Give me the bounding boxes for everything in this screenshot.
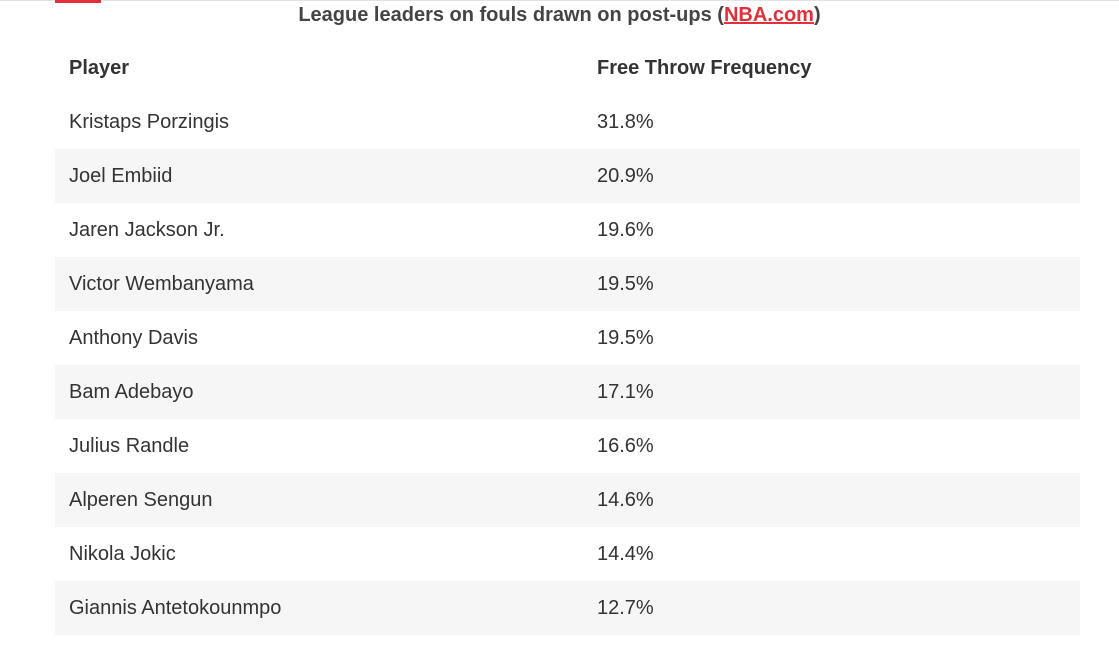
table-row: Kristaps Porzingis 31.8% <box>55 95 1080 149</box>
free-throw-frequency-cell: 31.8% <box>597 110 654 133</box>
accent-bar <box>55 0 101 3</box>
leaders-table: Player Free Throw Frequency Kristaps Por… <box>55 41 1080 635</box>
table-row: Alperen Sengun 14.6% <box>55 473 1080 527</box>
free-throw-frequency-cell: 14.4% <box>597 542 654 565</box>
table-body: Kristaps Porzingis 31.8% Joel Embiid 20.9% J… <box>55 95 1080 635</box>
player-name-cell: Giannis Antetokounmpo <box>69 596 282 619</box>
column-header-player: Player <box>69 56 130 79</box>
free-throw-frequency-cell: 20.9% <box>597 164 654 187</box>
top-divider <box>0 0 1119 1</box>
table-row: Giannis Antetokounmpo 12.7% <box>55 581 1080 635</box>
free-throw-frequency-cell: 16.6% <box>597 434 654 457</box>
player-name-cell: Alperen Sengun <box>69 488 213 511</box>
table-row: Nikola Jokic 14.4% <box>55 527 1080 581</box>
player-name-cell: Jaren Jackson Jr. <box>69 218 225 241</box>
source-link[interactable]: NBA.com <box>723 4 814 26</box>
player-name-cell: Julius Randle <box>69 434 190 457</box>
free-throw-frequency-cell: 19.6% <box>597 218 654 241</box>
table-row: Bam Adebayo 17.1% <box>55 365 1080 419</box>
table-row: Joel Embiid 20.9% <box>55 149 1080 203</box>
free-throw-frequency-cell: 19.5% <box>597 272 654 295</box>
table-header-row: Player Free Throw Frequency <box>55 41 1080 95</box>
caption-close: ) <box>813 4 821 26</box>
table-row: Jaren Jackson Jr. 19.6% <box>55 203 1080 257</box>
table-row: Julius Randle 16.6% <box>55 419 1080 473</box>
table-row: Victor Wembanyama 19.5% <box>55 257 1080 311</box>
caption-title: League leaders on fouls drawn on post-up… <box>298 4 724 26</box>
table-row: Anthony Davis 19.5% <box>55 311 1080 365</box>
free-throw-frequency-cell: 19.5% <box>597 326 654 349</box>
player-name-cell: Victor Wembanyama <box>69 272 254 295</box>
player-name-cell: Nikola Jokic <box>69 542 176 565</box>
player-name-cell: Kristaps Porzingis <box>69 110 230 133</box>
column-header-free-throw-frequency: Free Throw Frequency <box>597 56 812 79</box>
player-name-cell: Anthony Davis <box>69 326 198 349</box>
free-throw-frequency-cell: 12.7% <box>597 596 654 619</box>
free-throw-frequency-cell: 14.6% <box>597 488 654 511</box>
table-caption: League leaders on fouls drawn on post-up… <box>0 2 1119 28</box>
player-name-cell: Bam Adebayo <box>69 380 194 403</box>
player-name-cell: Joel Embiid <box>69 164 173 187</box>
free-throw-frequency-cell: 17.1% <box>597 380 654 403</box>
